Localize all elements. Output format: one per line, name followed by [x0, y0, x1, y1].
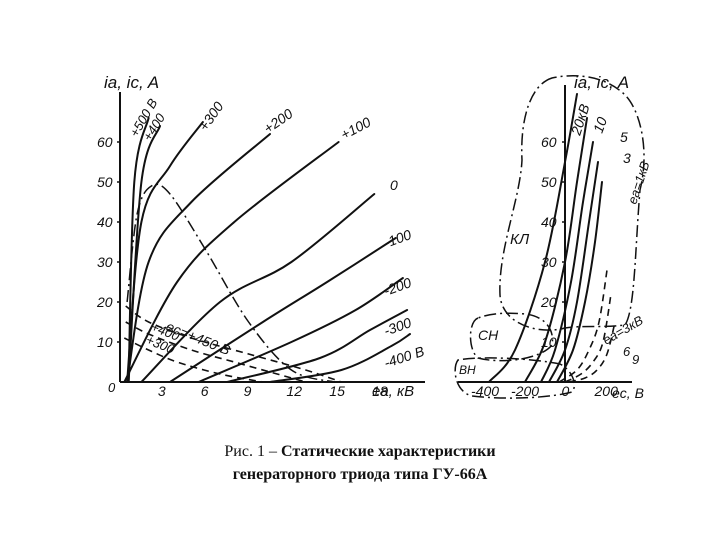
left-x-tick-label: 18 — [372, 383, 388, 399]
left-series-line — [126, 183, 335, 383]
left-x-ticks: 3 6 9 12 15 18 — [158, 383, 388, 399]
left-x-tick-label: 6 — [201, 383, 209, 399]
left-y-axis-label: ia, ic, A — [104, 73, 159, 92]
right-x-tick-label: 0 — [562, 383, 570, 399]
right-series-line — [524, 117, 588, 383]
caption-line-2: генераторного триода типа ГУ-66А — [232, 466, 488, 483]
label-ea-3kv-grid: ea=3кВ — [600, 312, 646, 347]
label-ec-plus-200: +200 — [261, 105, 296, 136]
region-kl-outline — [499, 75, 645, 331]
left-series-line — [140, 193, 376, 383]
region-vn-outline — [454, 357, 576, 399]
left-chart: ia, ic, A ea, кВ 0 3 6 9 12 15 18 10 20 30 40 50 6… — [96, 73, 426, 400]
left-series-line — [169, 237, 397, 383]
region-kl-label: КЛ — [510, 231, 530, 248]
label-ec-zero: 0 — [390, 177, 398, 193]
right-y-tick-label: 10 — [541, 334, 557, 350]
right-y-tick-label: 50 — [541, 174, 557, 190]
label-ea-5: 5 — [620, 129, 628, 145]
figure-caption: Рис. 1 – Статические характеристики гене… — [0, 440, 720, 486]
label-ea-10: 10 — [590, 115, 610, 135]
left-y-tick-label: 60 — [97, 134, 113, 150]
left-y-ticks: 10 20 30 40 50 60 — [96, 134, 120, 350]
left-series-line — [123, 337, 264, 383]
right-series-line — [556, 181, 603, 383]
right-y-tick-label: 20 — [540, 294, 557, 310]
label-ea-3: 3 — [623, 150, 631, 166]
left-y-tick-label: 50 — [97, 174, 113, 190]
left-curve-labels: +500 В +400 +300 +200 +100 0 -100 -200 -… — [127, 96, 427, 371]
left-series-line — [125, 305, 342, 383]
right-series-line — [488, 93, 578, 383]
left-y-tick-label: 20 — [96, 294, 113, 310]
region-sn-outline — [469, 312, 554, 362]
left-series-line — [126, 121, 204, 383]
label-ea-9-grid: 9 — [632, 352, 639, 367]
left-curves — [123, 117, 411, 383]
right-y-tick-label: 60 — [541, 134, 557, 150]
right-series-line — [548, 161, 599, 383]
left-y-tick-label: 30 — [97, 254, 113, 270]
left-x-tick-label: 15 — [329, 383, 345, 399]
left-origin-label: 0 — [108, 380, 116, 395]
right-y-axis-label: ia, ic, A — [574, 73, 629, 92]
label-ea-20kv: 20кВ — [567, 102, 592, 138]
left-x-axis-label: ea, кВ — [372, 383, 414, 400]
right-regions: КЛ СН ВН — [454, 75, 645, 399]
label-ea-6-grid: 6 — [623, 344, 631, 359]
label-ec-plus-100: +100 — [338, 114, 374, 143]
left-series-line — [126, 133, 271, 383]
label-ec-plus-300: +300 — [195, 99, 226, 134]
left-series-line — [197, 277, 404, 383]
region-sn-label: СН — [478, 327, 499, 343]
caption-line-1: Рис. 1 – Статические характеристики — [0, 440, 720, 463]
left-y-tick-label: 40 — [97, 214, 113, 230]
region-vn-label: ВН — [459, 363, 476, 377]
caption-title: Статические характеристики — [280, 443, 496, 460]
right-x-tick-label: -400 — [471, 383, 499, 399]
caption-prefix: Рис. 1 – — [224, 443, 281, 460]
left-series-line — [269, 333, 411, 383]
right-chart: ia, ic, A ec, В -400 -200 0 200 10203040506… — [454, 73, 653, 401]
left-series-line — [226, 309, 409, 383]
label-ec-minus-100: -100 — [382, 226, 414, 251]
left-y-tick-label: 10 — [97, 334, 113, 350]
left-x-tick-label: 9 — [244, 383, 252, 399]
right-x-ticks: -400 -200 0 200 — [471, 383, 618, 399]
right-series-line — [564, 293, 612, 383]
label-ec-minus-200: -200 — [382, 274, 414, 299]
right-series-line — [540, 141, 594, 383]
left-x-tick-label: 12 — [286, 383, 302, 399]
right-x-axis-label: ec, В — [612, 385, 644, 401]
left-x-tick-label: 3 — [158, 383, 166, 399]
right-x-tick-label: 200 — [594, 383, 619, 399]
right-x-tick-label: -200 — [511, 383, 539, 399]
